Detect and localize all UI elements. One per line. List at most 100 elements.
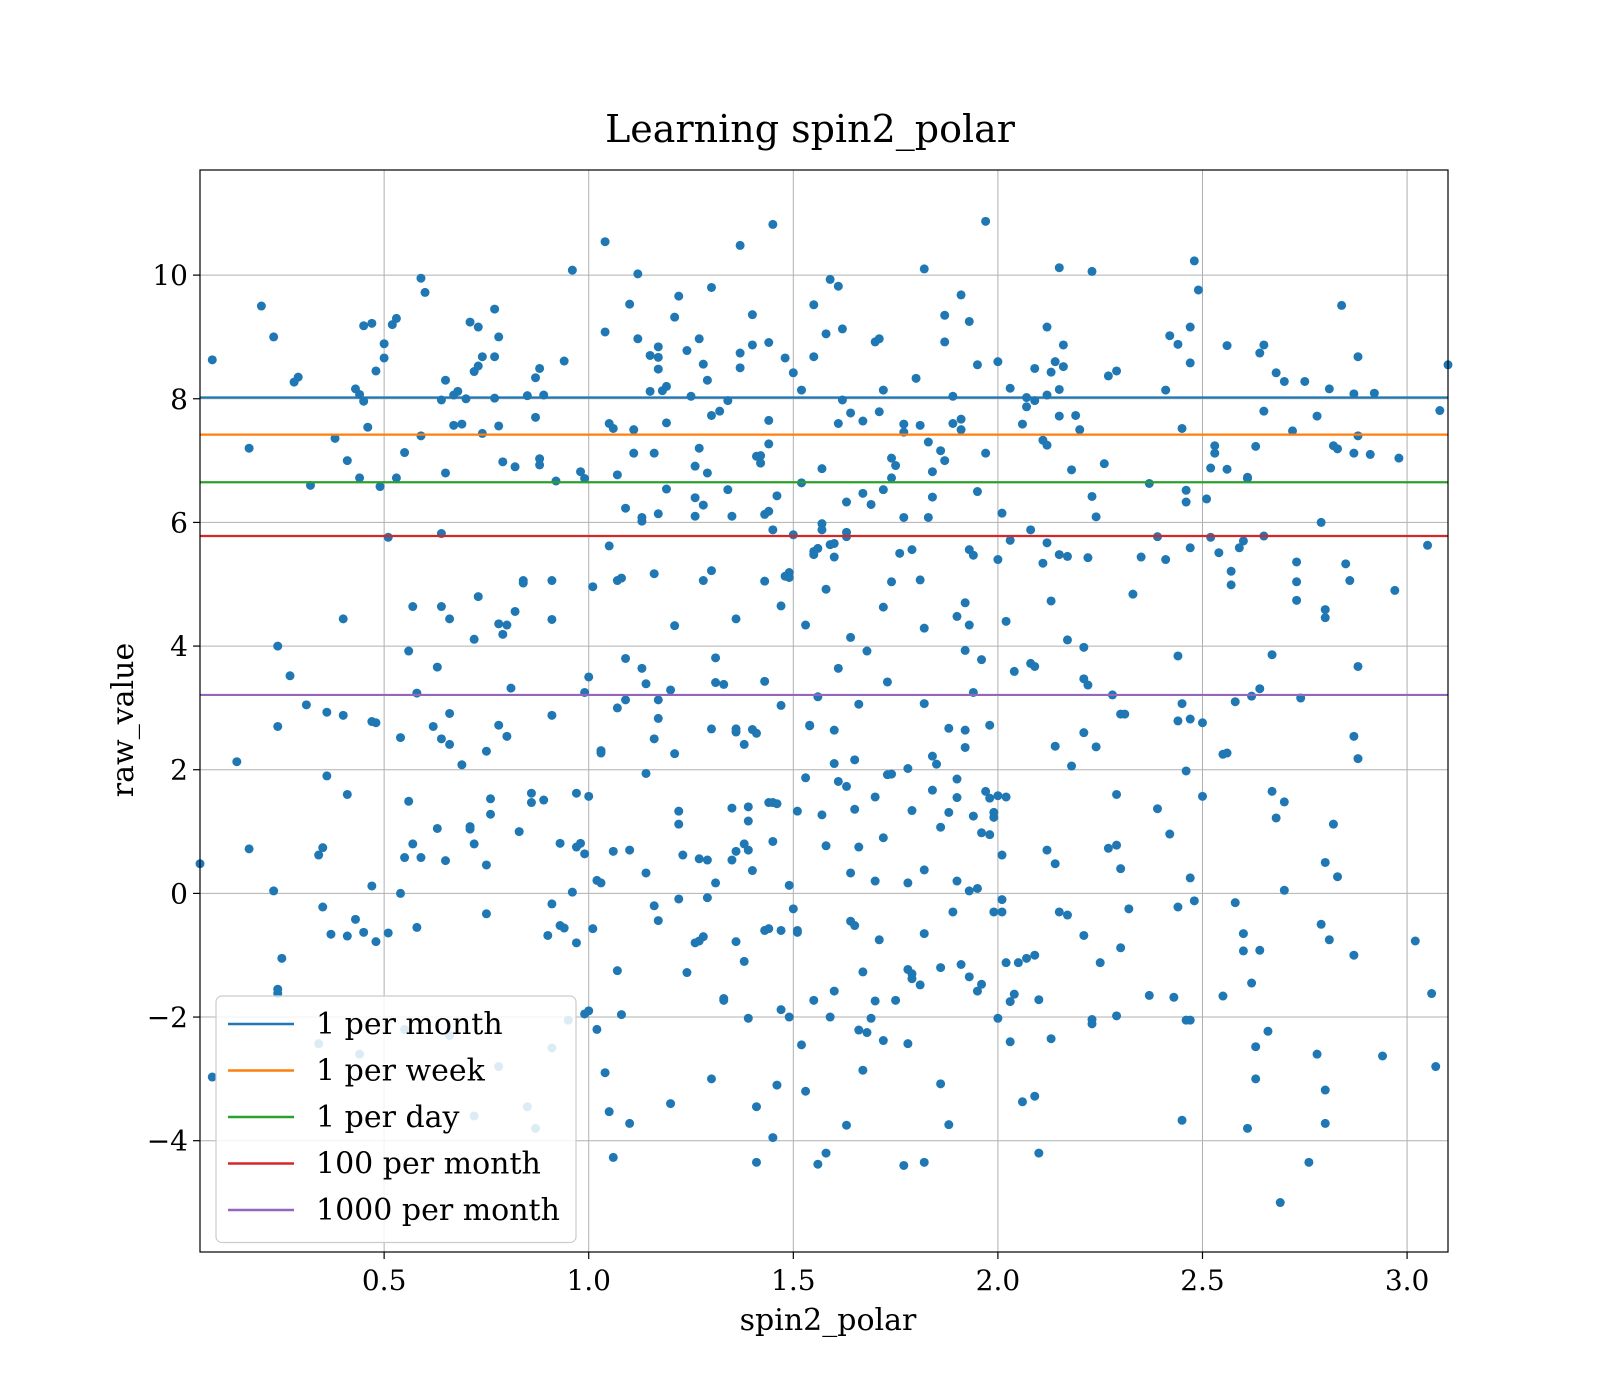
scatter-point: [580, 474, 590, 484]
scatter-point: [1369, 388, 1379, 398]
scatter-point: [842, 1120, 852, 1130]
scatter-point: [547, 710, 557, 720]
scatter-point: [997, 508, 1007, 518]
scatter-point: [960, 598, 970, 608]
scatter-point: [486, 794, 496, 804]
scatter-point: [1210, 448, 1220, 458]
scatter-point: [1144, 990, 1154, 1000]
scatter-point: [1046, 596, 1056, 606]
scatter-point: [698, 359, 708, 369]
scatter-point: [604, 541, 614, 551]
scatter-point: [1116, 864, 1126, 874]
scatter-point: [1320, 1085, 1330, 1095]
scatter-point: [788, 904, 798, 914]
scatter-point: [940, 456, 950, 466]
scatter-point: [1247, 691, 1257, 701]
scatter-point: [866, 499, 876, 509]
scatter-point: [792, 806, 802, 816]
scatter-point: [784, 572, 794, 582]
scatter-point: [915, 980, 925, 990]
scatter-point: [874, 334, 884, 344]
scatter-point: [625, 845, 635, 855]
scatter-point: [391, 313, 401, 323]
scatter-point: [441, 856, 451, 866]
scatter-point: [690, 493, 700, 503]
scatter-point: [1324, 935, 1334, 945]
scatter-point: [1181, 497, 1191, 507]
scatter-point: [1251, 441, 1261, 451]
scatter-point: [751, 728, 761, 738]
scatter-point: [1353, 754, 1363, 764]
scatter-point: [1300, 376, 1310, 386]
scatter-point: [445, 614, 455, 624]
scatter-point: [1292, 595, 1302, 605]
scatter-point: [706, 724, 716, 734]
scatter-point: [408, 839, 418, 849]
scatter-point: [764, 924, 774, 934]
scatter-point: [776, 700, 786, 710]
scatter-point: [481, 909, 491, 919]
scatter-point: [850, 804, 860, 814]
scatter-point: [1353, 431, 1363, 441]
scatter-point: [796, 385, 806, 395]
scatter-point: [1067, 465, 1077, 475]
scatter-point: [285, 671, 295, 681]
scatter-point: [1185, 1015, 1195, 1025]
scatter-point: [547, 576, 557, 586]
scatter-point: [829, 538, 839, 548]
scatter-point: [784, 880, 794, 890]
scatter-point: [870, 792, 880, 802]
scatter-point: [764, 439, 774, 449]
scatter-point: [772, 1080, 782, 1090]
scatter-point: [576, 467, 586, 477]
scatter-point: [608, 1152, 618, 1162]
scatter-point: [1267, 650, 1277, 660]
scatter-point: [878, 385, 888, 395]
scatter-point: [1177, 1115, 1187, 1125]
scatter-point: [653, 342, 663, 352]
scatter-point: [1263, 1026, 1273, 1036]
x-tick-label: 1.0: [566, 1264, 611, 1297]
scatter-point: [854, 699, 864, 709]
scatter-point: [244, 443, 254, 453]
scatter-point: [944, 807, 954, 817]
scatter-point: [711, 878, 721, 888]
scatter-point: [739, 956, 749, 966]
x-tick-label: 2.0: [976, 1264, 1021, 1297]
scatter-point: [817, 525, 827, 535]
legend-entry-label: 1000 per month: [316, 1193, 560, 1228]
scatter-point: [395, 888, 405, 898]
scatter-point: [1320, 605, 1330, 615]
scatter-point: [936, 822, 946, 832]
scatter-point: [829, 725, 839, 735]
scatter-point: [694, 334, 704, 344]
scatter-point: [801, 1086, 811, 1096]
scatter-point: [1410, 936, 1420, 946]
scatter-point: [649, 734, 659, 744]
scatter-point: [960, 645, 970, 655]
scatter-point: [1202, 494, 1212, 504]
scatter-point: [1267, 786, 1277, 796]
scatter-point: [661, 381, 671, 391]
scatter-point: [1173, 651, 1183, 661]
scatter-point: [833, 418, 843, 428]
scatter-point: [604, 1107, 614, 1117]
scatter-point: [915, 575, 925, 585]
scatter-point: [1390, 585, 1400, 595]
scatter-point: [1026, 525, 1036, 535]
scatter-point: [981, 448, 991, 458]
scatter-point: [1345, 576, 1355, 586]
y-tick-label: 0: [170, 877, 188, 910]
scatter-point: [923, 437, 933, 447]
scatter-point: [768, 836, 778, 846]
scatter-point: [1312, 1049, 1322, 1059]
scatter-point: [318, 843, 328, 853]
scatter-point: [686, 391, 696, 401]
scatter-point: [1169, 992, 1179, 1002]
scatter-point: [952, 774, 962, 784]
scatter-point: [1165, 829, 1175, 839]
scatter-point: [768, 525, 778, 535]
scatter-point: [1320, 613, 1330, 623]
scatter-point: [653, 916, 663, 926]
scatter-point: [899, 419, 909, 429]
